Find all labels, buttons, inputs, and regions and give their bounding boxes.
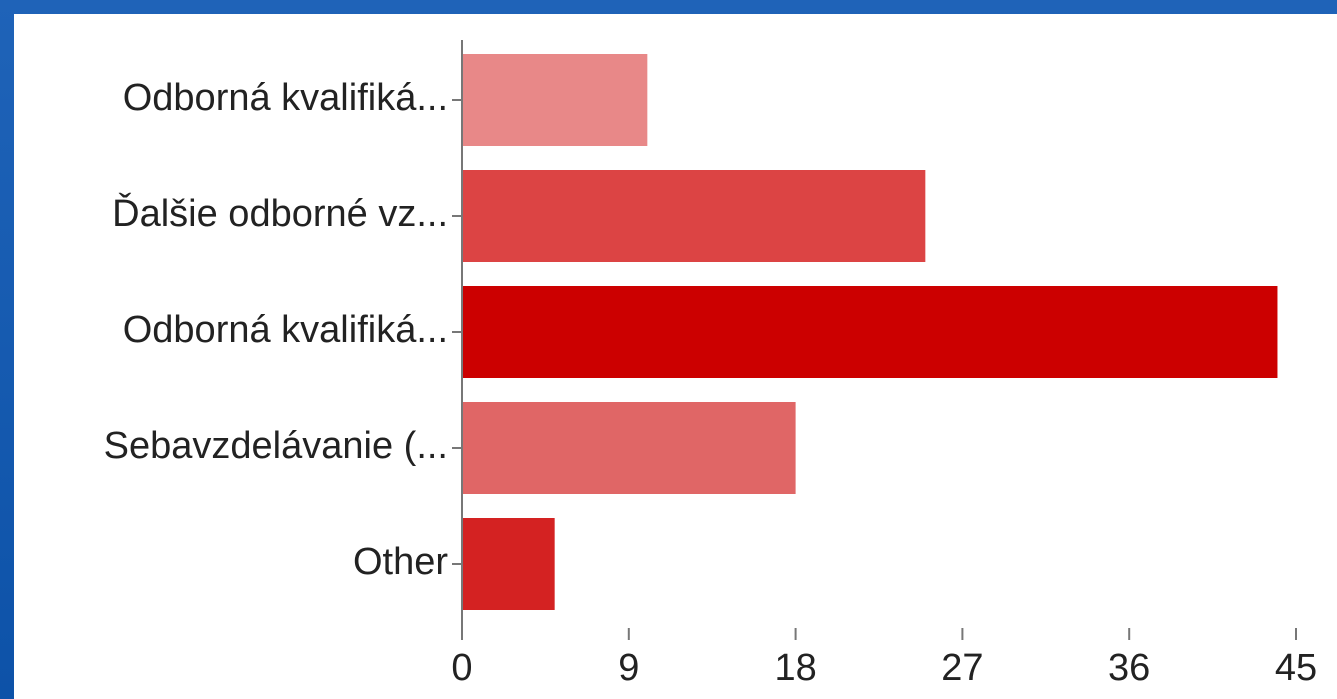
bar-1	[463, 54, 648, 146]
x-tick-label-0: 0	[451, 647, 472, 689]
category-label-1: Odborná kvalifiká...	[123, 77, 448, 119]
x-tick-label-27: 27	[941, 647, 983, 689]
x-tick-label-36: 36	[1108, 647, 1150, 689]
x-tick-labels: 0 9 18 27 36 45	[451, 647, 1317, 689]
x-tick-label-18: 18	[774, 647, 816, 689]
bar-3	[463, 286, 1278, 378]
chart-panel: Odborná kvalifiká... Ďalšie odborné vz...…	[14, 14, 1337, 699]
x-tick-marks	[461, 628, 1297, 640]
bar-5	[463, 518, 555, 610]
bar-chart: Odborná kvalifiká... Ďalšie odborné vz...…	[104, 40, 1317, 689]
category-labels: Odborná kvalifiká... Ďalšie odborné vz...…	[104, 77, 449, 583]
bar-4	[463, 402, 796, 494]
y-tick-marks	[452, 99, 462, 565]
x-tick-label-45: 45	[1275, 647, 1317, 689]
bar-2	[463, 170, 926, 262]
bars-group	[463, 54, 1278, 610]
category-label-3: Odborná kvalifiká...	[123, 309, 448, 351]
category-label-5: Other	[353, 541, 448, 583]
x-tick-label-9: 9	[618, 647, 639, 689]
category-label-2: Ďalšie odborné vz...	[112, 192, 448, 235]
category-label-4: Sebavzdelávanie (...	[104, 425, 448, 467]
